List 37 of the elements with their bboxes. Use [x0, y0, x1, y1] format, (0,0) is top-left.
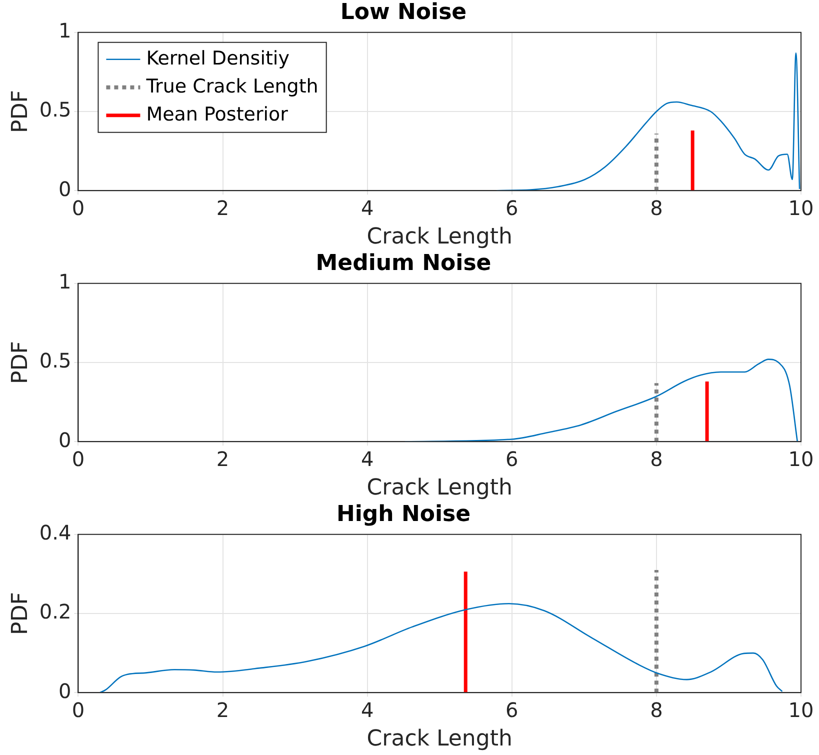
x-tick-label: 6 — [506, 446, 518, 471]
y-tick-label: 0 — [58, 428, 72, 452]
x-tick-label: 8 — [650, 196, 663, 220]
legend-label: Kernel Densitiy — [146, 47, 290, 70]
line-series — [99, 602, 783, 693]
x-tick-label: 4 — [360, 698, 374, 722]
y-axis-title: PDF — [8, 341, 33, 384]
legend-label: True Crack Length — [145, 75, 318, 98]
x-tick-label: 2 — [216, 698, 230, 722]
x-tick-label: 4 — [360, 196, 374, 220]
x-axis-title: Crack Length — [366, 726, 512, 752]
chart-title: Low Noise — [340, 0, 467, 25]
y-tick-label: 1 — [58, 270, 72, 294]
x-tick-label: 4 — [360, 446, 374, 471]
y-tick-label: 0.4 — [39, 520, 72, 545]
y-tick-label: 0.5 — [39, 348, 72, 373]
y-tick-label: 0 — [58, 678, 72, 703]
y-tick-label: 1 — [58, 18, 72, 43]
chart-title: Medium Noise — [316, 250, 492, 276]
x-tick-label: 8 — [650, 446, 663, 471]
x-tick-label: 6 — [506, 698, 518, 722]
x-axis-title: Crack Length — [366, 224, 512, 250]
x-tick-label: 2 — [216, 196, 230, 220]
x-tick-label: 2 — [216, 446, 230, 471]
chart-title: High Noise — [336, 502, 471, 527]
y-axis-title: PDF — [8, 592, 33, 635]
y-axis-title: PDF — [8, 90, 33, 133]
legend-label: Mean Posterior — [146, 103, 288, 126]
y-tick-label: 0.5 — [39, 98, 72, 122]
x-tick-label: 10 — [788, 196, 814, 220]
x-tick-label: 8 — [650, 698, 663, 722]
x-tick-label: 6 — [506, 196, 518, 220]
x-axis-title: Crack Length — [366, 476, 512, 501]
y-tick-label: 0.2 — [39, 600, 72, 624]
y-tick-label: 0 — [58, 176, 72, 201]
x-tick-label: 10 — [788, 446, 814, 471]
x-tick-label: 10 — [788, 698, 814, 722]
